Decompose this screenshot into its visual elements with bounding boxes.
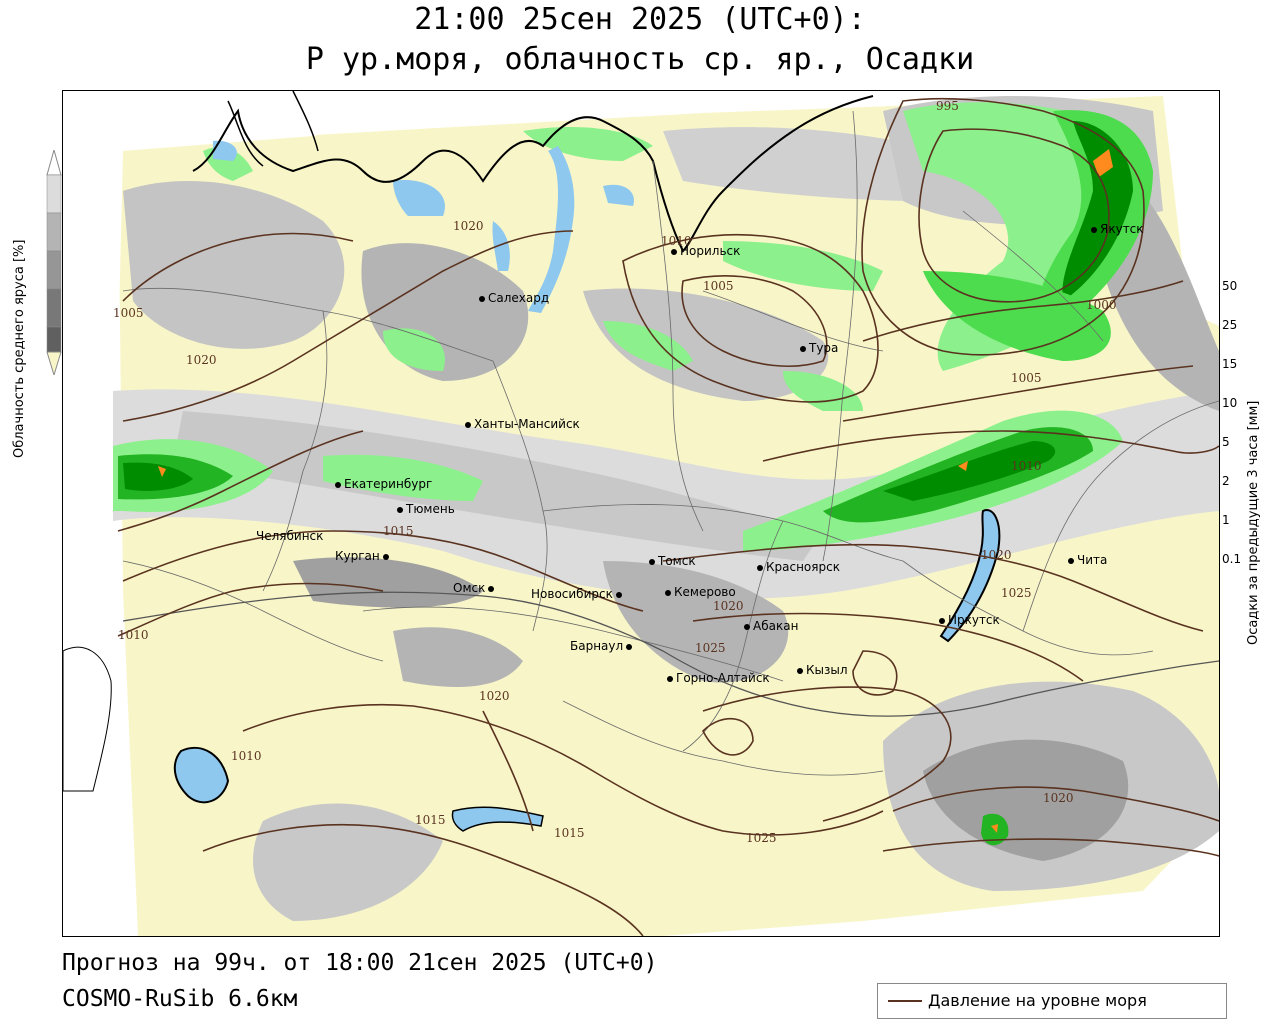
cloud-scale-label: Облачность среднего яруса [%] (12, 239, 27, 458)
precip-tick-25: 25 (1222, 318, 1238, 332)
precip-scale-label: Осадки за предыдущие 3 часа [мм] (1246, 400, 1261, 645)
city-omsk: Омск (453, 581, 497, 595)
lake-balkhash (451, 806, 544, 832)
city-chelyabinsk: Челябинск (256, 529, 324, 543)
isobar-label: 1020 (479, 689, 510, 703)
weather-map[interactable]: 995 1010 1005 1000 1020 1005 1010 1015 1… (62, 90, 1220, 937)
country-border (122, 591, 1219, 717)
city-yekaterinburg: Екатеринбург (335, 477, 432, 491)
aral-sea (173, 746, 230, 804)
precip-tick-5: 5 (1222, 435, 1230, 449)
city-norilsk: Норильск (671, 244, 740, 258)
isobar-label: 1010 (118, 628, 149, 642)
isobar-label: 1025 (1001, 586, 1032, 600)
cloud-scale-bar (46, 150, 62, 375)
isobar-label: 1010 (1011, 459, 1042, 473)
model-name: COSMO-RuSib 6.6км (62, 986, 298, 1012)
coastline (192, 95, 874, 253)
isobar-label: 1010 (231, 749, 262, 763)
city-salekhard: Салехард (479, 291, 549, 305)
isobar-label: 1020 (981, 548, 1012, 562)
isobar-label: 1000 (1086, 298, 1117, 312)
isobar-label: 995 (936, 99, 959, 113)
precip-tick-0-1: 0.1 (1222, 552, 1242, 566)
city-gorno-altaysk: Горно-Алтайск (667, 671, 770, 685)
city-khanty-mansiysk: Ханты-Мансийск (465, 417, 580, 431)
isobar-label: 1010 (661, 234, 692, 248)
precip-tick-15: 15 (1222, 357, 1238, 371)
isobar-label: 1005 (113, 306, 144, 320)
precip-tick-1: 1 (1222, 513, 1230, 527)
kara-sea-water (393, 180, 445, 216)
lake-baikal (939, 509, 1001, 643)
isobar-label: 1025 (746, 831, 777, 845)
isobar-label: 1020 (713, 599, 744, 613)
isobar-label: 1020 (1043, 791, 1074, 805)
precip-tick-50: 50 (1222, 279, 1238, 293)
map-subtitle: P ур.моря, облачность ср. яр., Осадки (305, 42, 975, 77)
precip-tick-10: 10 (1222, 396, 1238, 410)
ob-gulf (528, 146, 575, 313)
city-yakutsk: Якутск (1091, 222, 1144, 236)
isobars (117, 97, 1219, 936)
city-tomsk: Томск (649, 554, 696, 568)
isobar-label: 1025 (695, 641, 726, 655)
pressure-legend-line (888, 1000, 922, 1002)
city-irkutsk: Иркутск (939, 613, 1000, 627)
isobar-label: 1015 (554, 826, 585, 840)
city-kurgan: Курган (335, 549, 392, 563)
pressure-legend: Давление на уровне моря (877, 983, 1227, 1019)
isobar-label: 1005 (703, 279, 734, 293)
city-krasnoyarsk: Красноярск (757, 560, 840, 574)
isobar-label: 1020 (186, 353, 217, 367)
city-chita: Чита (1068, 553, 1107, 567)
city-kyzyl: Кызыл (797, 663, 848, 677)
city-barnaul: Барнаул (570, 639, 635, 653)
city-novosibirsk: Новосибирск (531, 587, 625, 601)
city-abakan: Абакан (744, 619, 798, 633)
city-tyumen: Тюмень (397, 502, 455, 516)
city-kemerovo: Кемерово (665, 585, 736, 599)
isobar-label: 1015 (415, 813, 446, 827)
map-title: 21:00 25сен 2025 (UTC+0): (414, 2, 866, 37)
pressure-legend-label: Давление на уровне моря (928, 991, 1147, 1010)
isobar-label: 1020 (453, 219, 484, 233)
map-canvas (63, 91, 1219, 936)
precip-tick-2: 2 (1222, 474, 1230, 488)
isobar-label: 1015 (383, 524, 414, 538)
forecast-info: Прогноз на 99ч. от 18:00 21сен 2025 (UTC… (62, 950, 658, 976)
isobar-label: 1005 (1011, 371, 1042, 385)
city-tura: Тура (800, 341, 838, 355)
